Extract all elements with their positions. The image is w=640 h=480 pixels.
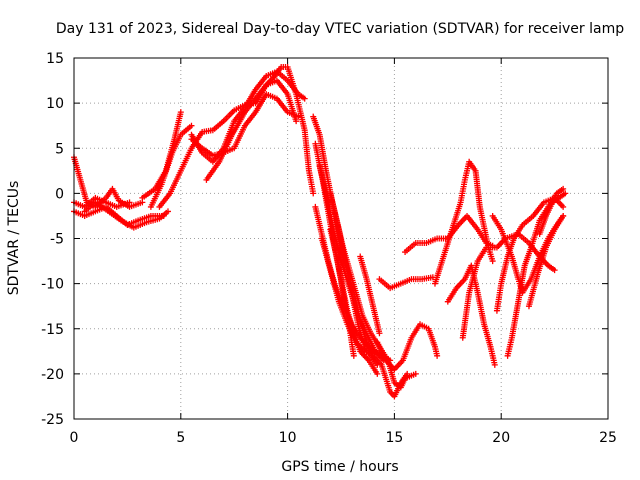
data-point-marker <box>374 370 381 377</box>
data-series-track-10 <box>203 77 300 183</box>
grid-layer <box>74 58 608 419</box>
x-axis-label: GPS time / hours <box>281 459 398 475</box>
data-point-marker <box>404 370 411 377</box>
y-tick-label: -10 <box>41 277 64 293</box>
y-tick-label: 15 <box>46 51 64 67</box>
data-series-track-23 <box>431 158 496 287</box>
x-tick-label: 15 <box>385 430 403 446</box>
data-series-track-22 <box>402 212 496 256</box>
y-axis-label: SDTVAR / TECUs <box>6 181 22 296</box>
marker-layer <box>71 64 569 400</box>
y-tick-label: 0 <box>55 186 64 202</box>
tick-layer: 0 5 10 15 20 25 -25 -20 -15 -10 -5 0 5 10 15 <box>41 51 617 446</box>
y-tick-label: -25 <box>41 412 64 428</box>
data-series-track-20 <box>374 321 441 373</box>
data-series-track-15 <box>331 217 411 400</box>
data-point-marker <box>560 203 567 210</box>
x-tick-label: 0 <box>70 430 79 446</box>
data-point-marker <box>434 352 441 359</box>
data-point-marker <box>188 122 195 129</box>
data-point-marker <box>562 190 569 197</box>
x-tick-label: 25 <box>599 430 617 446</box>
y-tick-label: 5 <box>55 141 64 157</box>
data-point-marker <box>177 109 184 116</box>
x-tick-label: 10 <box>279 430 297 446</box>
data-series-track-18 <box>327 226 357 359</box>
data-series-track-9 <box>188 91 302 159</box>
y-tick-label: -15 <box>41 322 64 338</box>
data-point-marker <box>489 258 496 265</box>
y-tick-label: -5 <box>50 232 64 248</box>
data-point-marker <box>551 267 558 274</box>
data-series-track-8 <box>188 68 308 165</box>
data-point-marker <box>310 190 317 197</box>
data-series-track-4 <box>81 199 171 231</box>
x-tick-label: 20 <box>492 430 510 446</box>
data-series-track-6 <box>147 122 195 210</box>
data-point-marker <box>293 118 300 125</box>
data-series-track-28 <box>525 212 567 310</box>
data-point-marker <box>370 351 377 358</box>
data-point-marker <box>560 185 567 192</box>
data-point-marker <box>412 370 419 377</box>
data-point-marker <box>301 95 308 102</box>
chart-title: Day 131 of 2023, Sidereal Day-to-day VTE… <box>56 21 624 37</box>
data-series-track-30 <box>536 190 569 237</box>
data-series-track-25 <box>459 230 558 341</box>
data-series-track-21 <box>376 274 436 292</box>
y-tick-label: -20 <box>41 367 64 383</box>
data-point-marker <box>164 208 171 215</box>
data-point-marker <box>560 212 567 219</box>
data-point-marker <box>350 352 357 359</box>
data-point-marker <box>126 199 133 206</box>
data-series-track-19 <box>357 253 383 337</box>
data-point-marker <box>491 361 498 368</box>
y-tick-label: 10 <box>46 96 64 112</box>
x-tick-label: 5 <box>176 430 185 446</box>
data-point-marker <box>376 330 383 337</box>
